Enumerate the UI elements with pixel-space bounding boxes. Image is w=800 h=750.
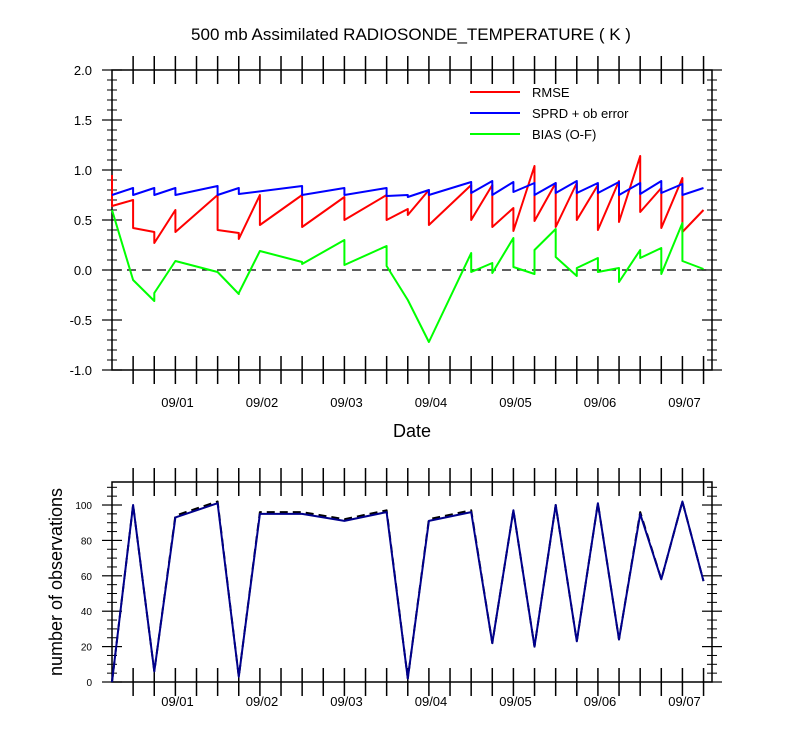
series-line-possible — [111, 500, 705, 683]
y-tick-label: 2.0 — [74, 63, 92, 78]
y-tick-label: 1.0 — [74, 163, 92, 178]
bottom-series-group — [111, 500, 705, 683]
x-tick-label: 09/03 — [330, 694, 363, 709]
top-x-tick-labels: 09/01 09/02 09/03 09/04 09/05 09/06 09/07 — [161, 395, 701, 410]
legend: RMSE SPRD + ob error BIAS (O-F) — [470, 85, 629, 142]
chart-title: 500 mb Assimilated RADIOSONDE_TEMPERATUR… — [191, 25, 631, 44]
x-tick-label: 09/06 — [584, 395, 617, 410]
top-axis-ticks — [102, 56, 722, 384]
series-line-sprd-ob-error — [111, 180, 704, 198]
x-tick-label: 09/01 — [161, 694, 194, 709]
bottom-plot-frame — [111, 481, 713, 683]
series-line-rmse — [111, 155, 705, 244]
legend-label: RMSE — [532, 85, 570, 100]
x-tick-label: 09/01 — [161, 395, 194, 410]
y-tick-label: 40 — [81, 607, 93, 618]
x-tick-label: 09/05 — [499, 395, 532, 410]
y-tick-label: -1.0 — [70, 363, 92, 378]
bottom-axis-ticks — [102, 468, 722, 696]
top-panel: 2.01.51.00.50.0-0.5-1.0 09/01 09/02 09/03 0… — [70, 56, 722, 441]
x-tick-label: 09/02 — [246, 694, 279, 709]
legend-label: BIAS (O-F) — [532, 127, 596, 142]
y-tick-label: 0.5 — [74, 213, 92, 228]
x-axis-label: Date — [393, 421, 431, 441]
x-tick-label: 09/02 — [246, 395, 279, 410]
series-line-used — [111, 500, 705, 683]
y-tick-label: 80 — [81, 536, 93, 547]
x-tick-label: 09/07 — [668, 395, 701, 410]
y-tick-label: 60 — [81, 572, 93, 583]
x-tick-label: 09/03 — [330, 395, 363, 410]
x-tick-label: 09/06 — [584, 694, 617, 709]
x-tick-label: 09/05 — [499, 694, 532, 709]
x-tick-label: 09/07 — [668, 694, 701, 709]
bottom-x-tick-labels: 09/01 09/02 09/03 09/04 09/05 09/06 09/07 — [161, 694, 701, 709]
top-series-group — [111, 155, 705, 343]
y-tick-label: -0.5 — [70, 313, 92, 328]
y-tick-label: 1.5 — [74, 113, 92, 128]
bottom-y-tick-labels: 0 20 40 60 80 100 — [75, 501, 92, 689]
y-tick-label: 0 — [86, 678, 92, 689]
x-tick-label: 09/04 — [415, 694, 448, 709]
y-tick-label: 0.0 — [74, 263, 92, 278]
y-tick-label: 20 — [81, 643, 93, 654]
legend-label: SPRD + ob error — [532, 106, 629, 121]
series-line-bias-o-f — [111, 209, 704, 343]
y-tick-label: 100 — [75, 501, 92, 512]
top-y-tick-labels: 2.0 1.5 1.0 0.5 0.0 -0.5 -1.0 — [70, 63, 92, 378]
y-axis-label: number of observations — [46, 488, 66, 676]
x-tick-label: 09/04 — [415, 395, 448, 410]
